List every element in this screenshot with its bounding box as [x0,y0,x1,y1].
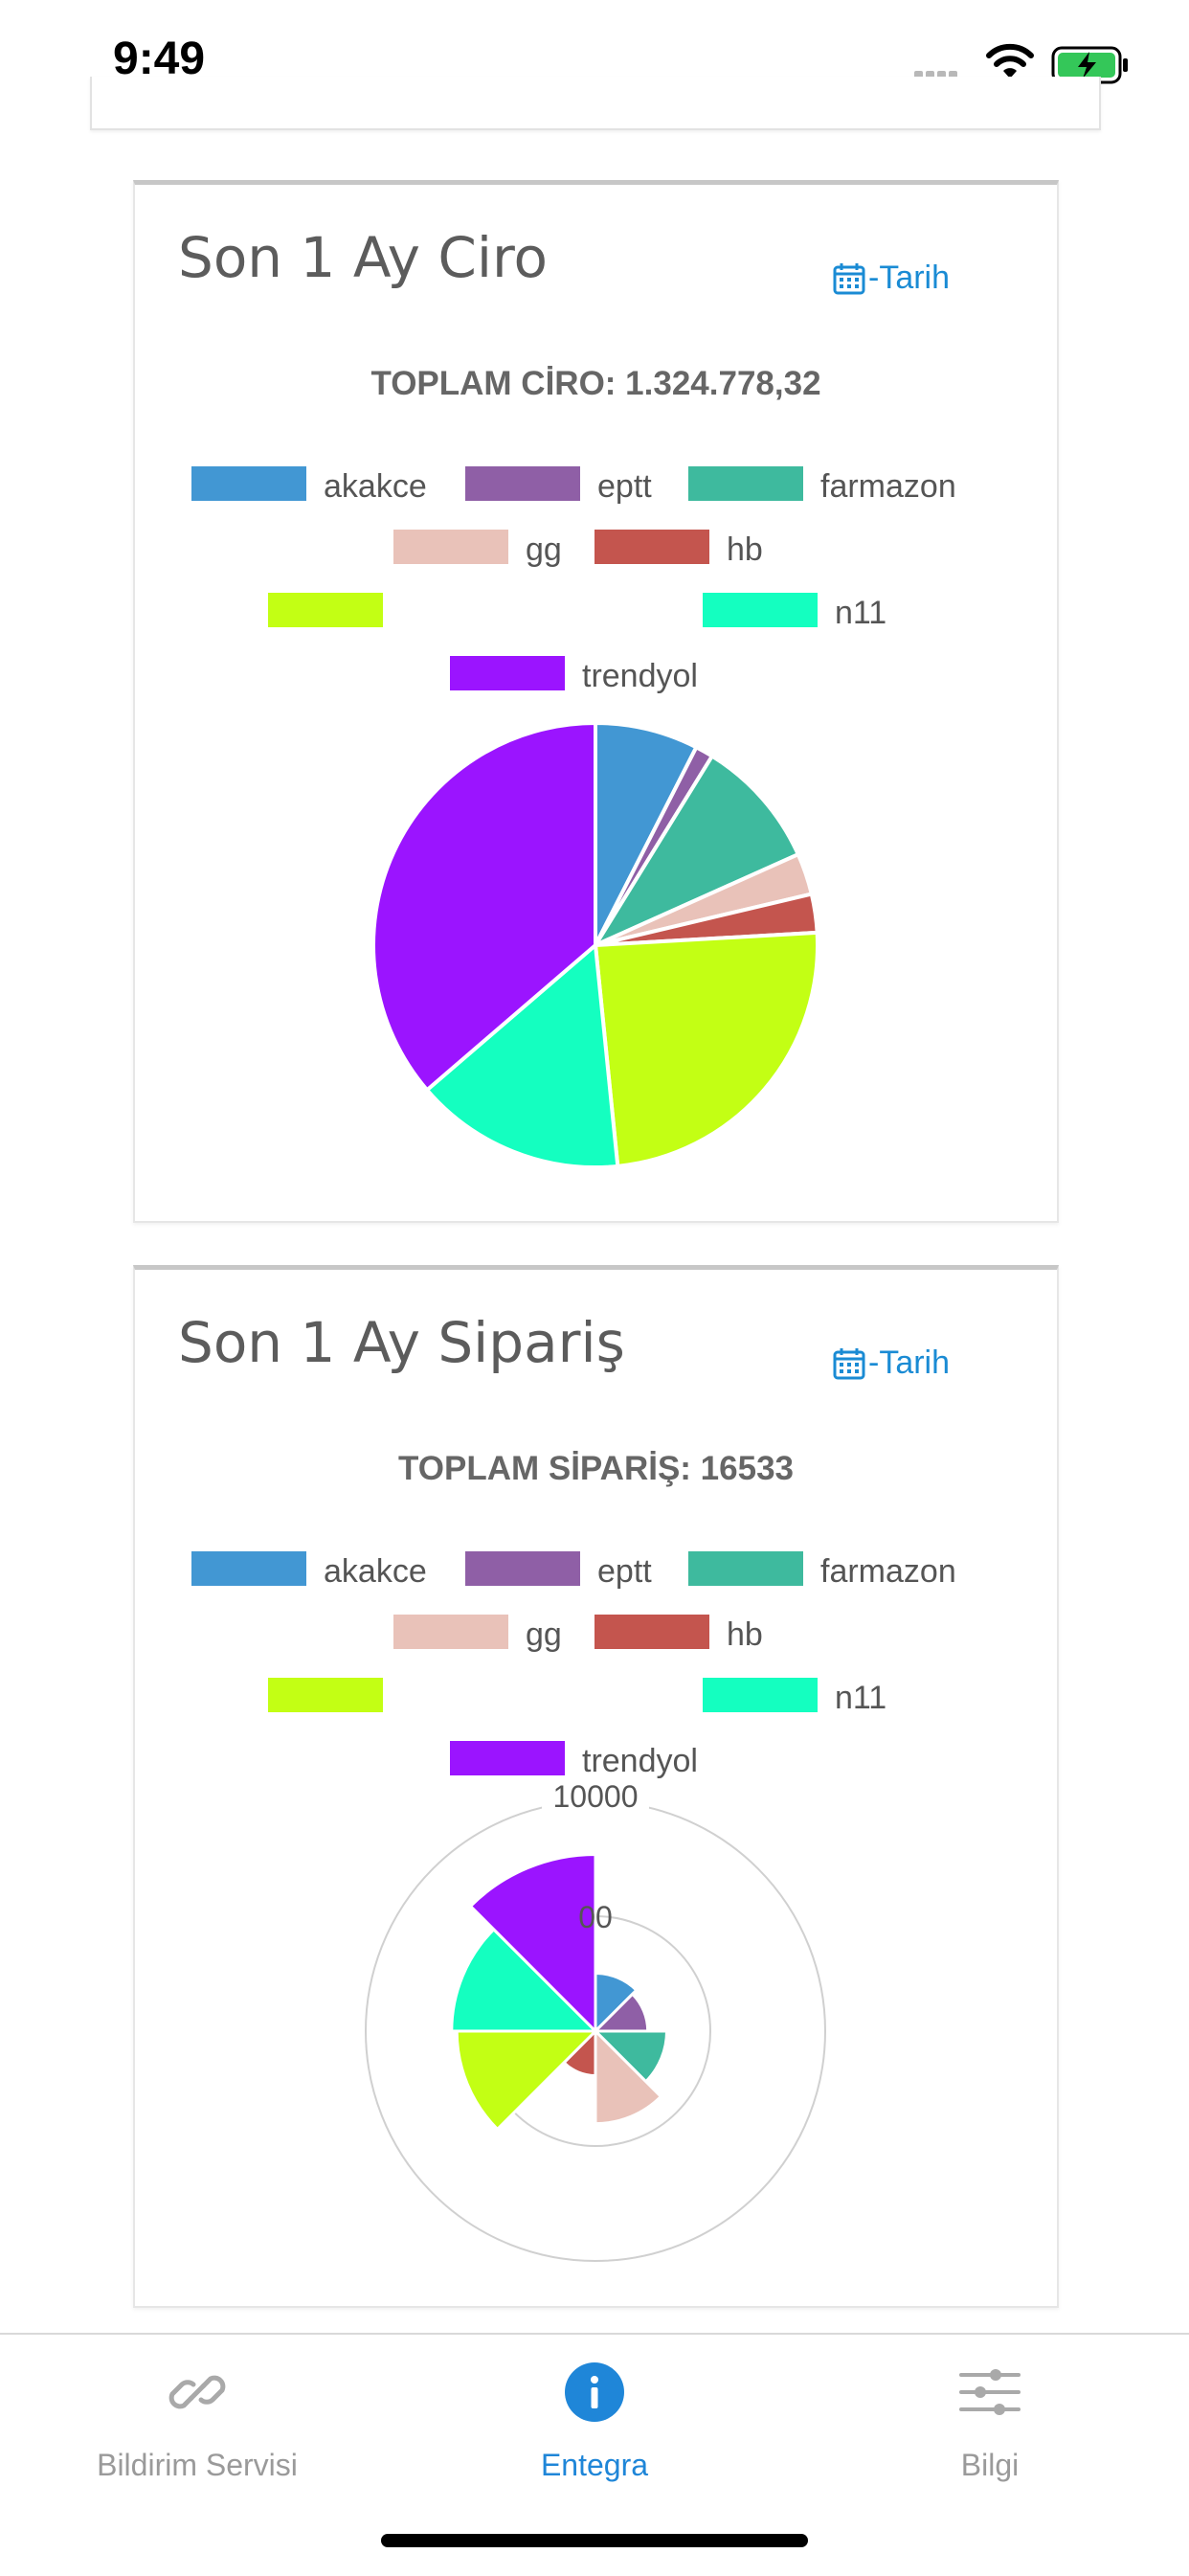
cellular-signal-icon [914,67,960,84]
pie-slice-farmazon[interactable] [590,753,801,950]
legend-swatch [688,466,803,501]
legend-swatch [450,656,565,690]
polar-segment-gg[interactable] [594,2027,663,2126]
legend-label: farmazon [820,1553,956,1590]
legend-swatch [703,593,818,627]
legend-label: eptt [597,468,652,505]
legend-label: akakce [324,1553,427,1590]
legend-swatch [191,1551,306,1586]
tab-label: Entegra [540,2448,649,2482]
legend-label: gg [526,531,562,568]
legend-label: trendyol [582,658,698,694]
date-filter-label: -Tarih [868,260,951,296]
legend-swatch [465,466,580,501]
legend-swatch [393,1615,508,1649]
legend-label: hb [727,1616,763,1653]
calendar-icon [833,262,865,294]
polar-segment-n11[interactable] [450,1927,599,2033]
revenue-card: Son 1 Ay Ciro -Tarih TOPLAM CİRO: 1.324.… [133,180,1059,1223]
pie-slice-unlabeled[interactable] [593,930,819,1169]
date-filter-button[interactable]: -Tarih [832,260,950,297]
legend-label: gg [526,1616,562,1653]
revenue-pie-chart [370,720,819,1169]
previous-card-bottom [90,77,1101,130]
pie-slice-trendyol[interactable] [370,720,597,1094]
legend-swatch [688,1551,803,1586]
legend-label: n11 [835,1680,887,1716]
date-filter-label: -Tarih [868,1344,951,1381]
card-title: Son 1 Ay Ciro [178,225,549,290]
legend-label: eptt [597,1553,652,1590]
radial-tick-label-inner: 00 [578,1900,613,1934]
legend-label: akakce [324,468,427,505]
pie-slice-akakce[interactable] [594,720,700,946]
polar-segment-unlabeled[interactable] [455,2029,599,2132]
wifi-icon [984,42,1036,85]
legend-swatch [465,1551,580,1586]
total-orders: TOPLAM SİPARİŞ: 16533 [398,1450,794,1487]
total-revenue: TOPLAM CİRO: 1.324.778,32 [370,365,821,402]
pie-slice-n11[interactable] [424,940,620,1169]
radial-tick-label-outer: 10000 [553,1779,639,1814]
tab-label: Bildirim Servisi [97,2448,298,2482]
info-icon [422,2354,767,2430]
legend-swatch [594,530,709,564]
legend-swatch [191,466,306,501]
home-indicator [381,2534,808,2547]
legend-label: trendyol [582,1743,698,1779]
date-filter-button[interactable]: -Tarih [832,1344,950,1382]
legend-label: farmazon [820,468,956,505]
polar-segment-trendyol[interactable] [468,1852,597,2035]
tab-bilgi[interactable]: Bilgi [818,2335,1162,2488]
legend-label: hb [727,531,763,568]
legend-swatch [450,1741,565,1775]
status-time: 9:49 [113,34,206,84]
legend-swatch [594,1615,709,1649]
legend-swatch [393,530,508,564]
calendar-icon [833,1347,865,1379]
legend-swatch [703,1678,818,1712]
legend-label: n11 [835,595,887,631]
orders-card: Son 1 Ay Sipariş -Tarih TOPLAM SİPARİŞ: … [133,1265,1059,2308]
card-title: Son 1 Ay Sipariş [178,1310,625,1375]
sliders-icon [818,2354,1162,2430]
link-icon [25,2354,370,2430]
tab-bildirim-servisi[interactable]: Bildirim Servisi [25,2335,370,2488]
legend-swatch [268,1678,383,1712]
legend-swatch [268,593,383,627]
tab-entegra[interactable]: Entegra [422,2335,767,2488]
tab-label: Bilgi [960,2448,1020,2482]
orders-polar-area-chart: 00 10000 [365,1779,826,2262]
